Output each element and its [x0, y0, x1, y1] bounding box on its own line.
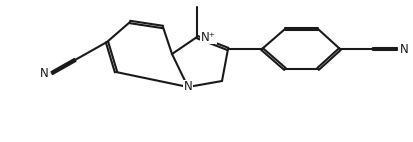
Text: N⁺: N⁺ — [201, 31, 215, 43]
Text: N: N — [40, 66, 49, 80]
Text: N: N — [399, 42, 408, 56]
Text: N: N — [183, 81, 192, 93]
